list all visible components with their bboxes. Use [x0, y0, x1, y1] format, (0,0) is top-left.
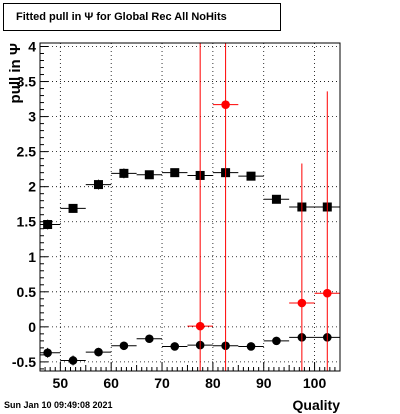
- data-point-square: [68, 203, 78, 213]
- y-tick-label: 0.5: [17, 284, 37, 300]
- y-tick-label: 1: [28, 249, 36, 265]
- y-tick-label: 1.5: [17, 214, 37, 230]
- y-axis-ticks: -0.5 0 0.5 1 1.5 2 2.5 3 3.5 4: [12, 39, 48, 370]
- data-point-circle: [68, 356, 78, 365]
- data-point-circle: [145, 334, 154, 344]
- data-point-circle: [297, 298, 307, 308]
- data-series: [40, 43, 340, 371]
- data-point-circle: [195, 321, 205, 331]
- data-point-circle: [94, 347, 103, 357]
- y-tick-label: 3: [28, 109, 36, 125]
- y-tick-label: 4: [28, 39, 36, 55]
- series-0: [40, 168, 340, 230]
- y-tick-label: 2: [28, 179, 36, 195]
- y-tick-label: -0.5: [12, 354, 36, 370]
- x-tick-label: 50: [53, 375, 69, 391]
- plot-title: Fitted pull in Ψ for Global Rec All NoHi…: [3, 3, 281, 31]
- data-point-circle: [170, 342, 180, 351]
- y-tick-label: 0: [28, 319, 36, 335]
- data-point-square: [144, 170, 154, 180]
- x-axis-label: Quality: [293, 397, 341, 413]
- data-point-circle: [322, 288, 332, 298]
- plot-frame: [39, 42, 341, 372]
- data-point-circle: [221, 100, 230, 109]
- y-tick-label: 3.5: [17, 74, 37, 90]
- data-point-square: [170, 168, 180, 178]
- x-tick-label: 80: [205, 375, 221, 391]
- series-2: [187, 43, 340, 371]
- x-tick-label: 60: [103, 375, 119, 391]
- data-point-square: [271, 194, 281, 204]
- data-point-circle: [119, 341, 129, 351]
- data-point-circle: [246, 342, 256, 351]
- y-axis-label: pull in Ψ: [7, 43, 24, 103]
- timestamp: Sun Jan 10 09:49:08 2021: [4, 400, 113, 410]
- x-tick-label: 90: [256, 375, 272, 391]
- x-tick-label: 100: [303, 375, 327, 391]
- data-point-square: [246, 171, 256, 181]
- data-point-square: [43, 220, 53, 230]
- data-point-square: [119, 168, 129, 178]
- data-point-circle: [43, 348, 52, 358]
- x-tick-label: 70: [154, 375, 170, 391]
- x-axis-ticks: 50 60 70 80 90 100: [44, 362, 341, 391]
- series-1: [40, 333, 340, 366]
- data-point-circle: [272, 336, 281, 346]
- y-tick-label: 2.5: [17, 144, 37, 160]
- data-point-square: [93, 180, 103, 190]
